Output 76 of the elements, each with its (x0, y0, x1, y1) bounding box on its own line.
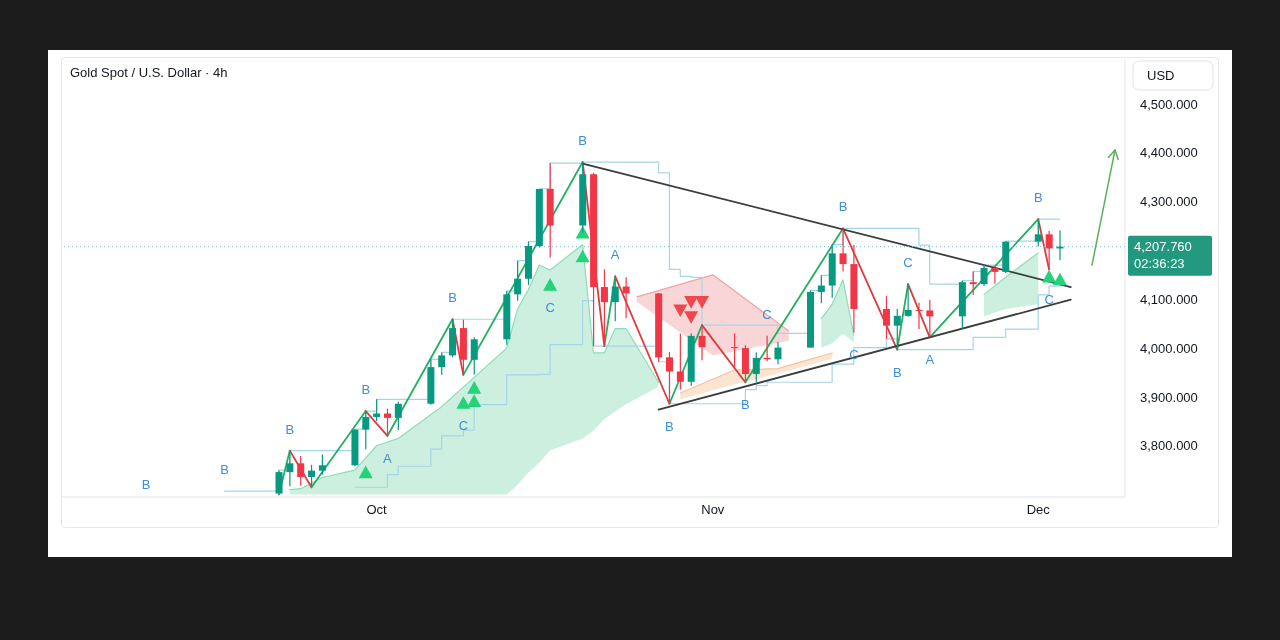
annotation: B (361, 382, 371, 398)
annotation: C (762, 306, 772, 322)
annotation: B (1033, 190, 1043, 206)
point (543, 278, 558, 291)
line-series (820, 279, 855, 336)
point (358, 465, 373, 479)
point (467, 381, 482, 394)
x-tick-label: Dec (1026, 502, 1051, 518)
candlestick (991, 265, 999, 285)
candlestick (470, 336, 478, 376)
candlestick (915, 302, 923, 330)
candlestick (611, 275, 619, 322)
y-tick-label: 4,400.000 (1140, 145, 1198, 161)
annotation: B (578, 133, 587, 149)
candlestick (308, 464, 316, 488)
annotation: A (610, 247, 620, 263)
candlestick (839, 227, 847, 273)
candlestick (600, 268, 608, 347)
candlestick (318, 453, 326, 476)
point (1052, 272, 1067, 286)
candlestick (904, 283, 912, 318)
annotation: B (141, 477, 151, 492)
candlestick (698, 324, 706, 361)
annotation: B (741, 397, 750, 413)
candlestick (926, 299, 934, 338)
annotation: B (665, 418, 674, 434)
y-tick-label: 4,500.000 (1140, 96, 1198, 112)
annotation: B (220, 462, 230, 478)
y-tick-label: 4,100.000 (1140, 291, 1198, 307)
annotation: A (925, 352, 935, 368)
annotation: C (1044, 291, 1054, 307)
candlestick (817, 274, 825, 304)
y-tick-label: 4,000.000 (1140, 340, 1198, 356)
candlestick (297, 455, 305, 487)
annotation: C (903, 255, 913, 271)
point (684, 311, 699, 324)
candlestick (969, 270, 977, 296)
annotation: C (458, 418, 469, 434)
point (467, 394, 482, 407)
candlestick (438, 351, 446, 376)
candlestick (893, 308, 901, 351)
annotation: A (383, 450, 393, 466)
ref-line-label: 4,207.760 02:36:23 (1134, 238, 1192, 271)
candlestick (882, 295, 890, 340)
y-tick-label: 4,300.000 (1140, 194, 1198, 210)
annotation: B (892, 364, 902, 380)
candlestick (286, 450, 294, 487)
y-axis-title: USD (1147, 68, 1175, 83)
annotation: B (838, 199, 848, 215)
point (1042, 269, 1057, 283)
annotation: C (545, 300, 555, 316)
point (575, 249, 590, 263)
point (673, 304, 688, 317)
candlestick (731, 332, 739, 368)
chart-title: Gold Spot / U.S. Dollar · 4h (70, 65, 228, 80)
candlestick (666, 351, 674, 405)
y-tick-label: 3,900.000 (1140, 389, 1198, 405)
candlestick (980, 264, 988, 287)
annotation: B (285, 421, 295, 437)
point (456, 396, 471, 409)
x-tick-label: Oct (366, 502, 388, 518)
y-tick-label: 3,800.000 (1140, 438, 1198, 454)
candlestick (394, 401, 402, 431)
point (684, 296, 699, 309)
candlestick (514, 260, 522, 302)
candlestick (1034, 218, 1042, 248)
candlestick (383, 408, 391, 437)
point (694, 296, 709, 309)
candlestick (275, 469, 283, 496)
candlestick (1045, 230, 1053, 271)
candlestick (676, 332, 684, 391)
candlestick (362, 410, 370, 450)
annotation: B (448, 290, 457, 306)
candlestick (752, 351, 760, 383)
candlestick (774, 341, 782, 365)
x-tick-label: Nov (701, 502, 725, 518)
